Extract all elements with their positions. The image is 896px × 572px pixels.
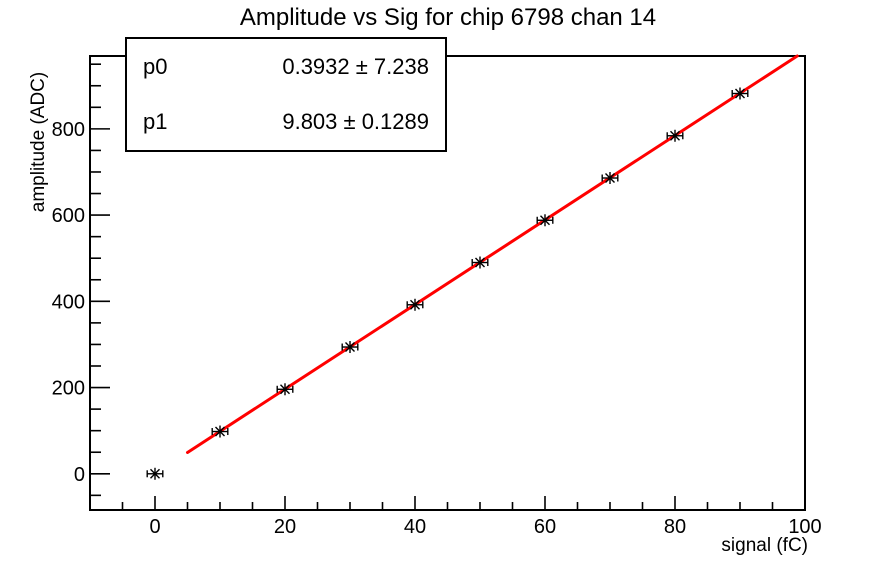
- svg-text:400: 400: [52, 291, 85, 313]
- data-point: [471, 256, 489, 269]
- axis-ticks: [89, 63, 806, 509]
- svg-text:0: 0: [149, 516, 160, 538]
- data-point: [536, 214, 554, 227]
- x-tick-labels: 0 20 40 60 80 100: [149, 516, 821, 538]
- fit-line: [186, 54, 799, 454]
- svg-text:0: 0: [74, 464, 85, 486]
- data-point: [666, 129, 684, 142]
- param-label: p1: [143, 109, 168, 135]
- plot-frame: [89, 55, 806, 511]
- svg-text:20: 20: [274, 516, 296, 538]
- svg-text:200: 200: [52, 378, 85, 400]
- x-axis-title: signal (fC): [721, 535, 808, 556]
- svg-text:800: 800: [52, 119, 85, 141]
- data-point: [731, 87, 749, 100]
- stats-row-p1: p1 9.803 ± 0.1289: [127, 111, 445, 133]
- fit-stats-box: p0 0.3932 ± 7.238 p1 9.803 ± 0.1289: [125, 37, 447, 152]
- svg-text:100: 100: [788, 516, 821, 538]
- y-tick-labels: 0 200 400 600 800: [52, 119, 85, 486]
- data-point: [406, 298, 424, 311]
- data-point: [211, 425, 229, 438]
- data-point: [276, 383, 294, 396]
- param-value: 9.803 ± 0.1289: [282, 109, 429, 135]
- data-point: [601, 172, 619, 185]
- svg-text:80: 80: [664, 516, 686, 538]
- y-axis-title: amplitude (ADC): [28, 71, 49, 213]
- data-point: [341, 341, 359, 354]
- stats-row-p0: p0 0.3932 ± 7.238: [127, 53, 445, 79]
- param-value: 0.3932 ± 7.238: [282, 53, 429, 79]
- data-point: [146, 467, 164, 480]
- svg-text:600: 600: [52, 205, 85, 227]
- svg-text:60: 60: [534, 516, 556, 538]
- param-label: p0: [143, 53, 168, 79]
- data-points: [146, 87, 749, 480]
- svg-text:40: 40: [404, 516, 426, 538]
- chart-title: Amplitude vs Sig for chip 6798 chan 14: [239, 4, 657, 31]
